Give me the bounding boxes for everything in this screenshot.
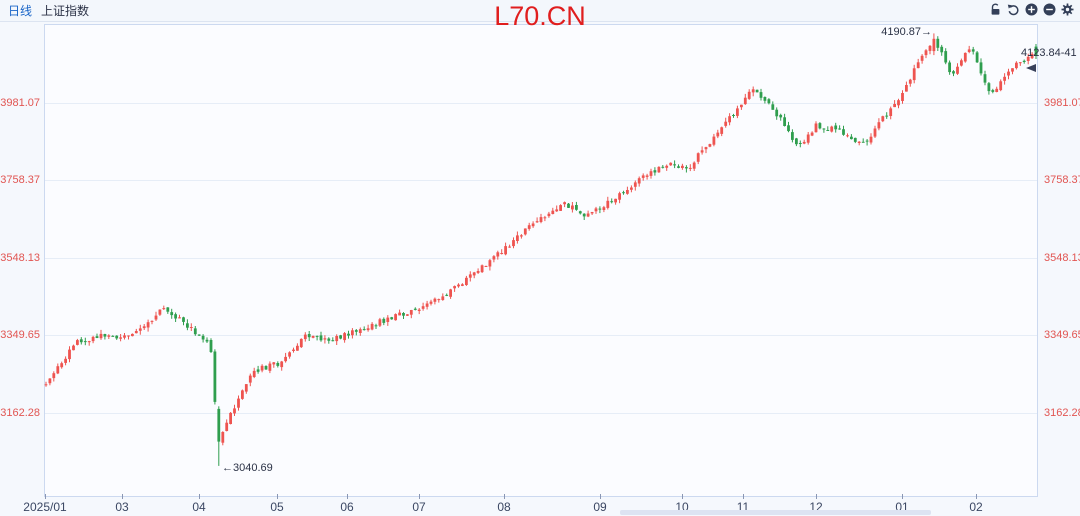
y-axis-label-left: 3981.07 xyxy=(0,97,40,109)
horizontal-scrollbar-thumb[interactable] xyxy=(620,510,931,515)
x-axis-tick xyxy=(902,494,903,499)
x-axis-tick xyxy=(45,494,46,499)
y-axis-label-right: 3981.07 xyxy=(1044,97,1080,109)
x-axis-label: 02 xyxy=(969,500,983,514)
x-axis-label: 05 xyxy=(270,500,284,514)
x-axis-tick xyxy=(347,494,348,499)
x-axis-label: 2025/01 xyxy=(23,500,67,514)
x-axis-tick xyxy=(976,494,977,499)
y-gridline xyxy=(45,180,1037,181)
y-axis-label-right: 3758.37 xyxy=(1044,174,1080,186)
x-axis-tick xyxy=(419,494,420,499)
y-gridline xyxy=(45,335,1037,336)
x-axis-label: 08 xyxy=(497,500,511,514)
x-axis-tick xyxy=(122,494,123,499)
y-axis-label-left: 3548.13 xyxy=(0,252,40,264)
x-axis-label: 06 xyxy=(340,500,354,514)
y-axis-label-right: 3162.28 xyxy=(1044,407,1080,419)
settings-icon[interactable] xyxy=(1061,3,1074,16)
symbol-button[interactable]: 上证指数 xyxy=(41,4,90,18)
y-axis-label-right: 3349.65 xyxy=(1044,329,1080,341)
y-gridline xyxy=(45,258,1037,259)
y-axis-label-right: 3548.13 xyxy=(1044,252,1080,264)
x-axis-tick xyxy=(743,494,744,499)
x-axis-label: 09 xyxy=(593,500,607,514)
x-axis-tick xyxy=(277,494,278,499)
x-axis-tick xyxy=(682,494,683,499)
high-price-annotation: 4190.87→ xyxy=(881,26,932,38)
lock-icon[interactable] xyxy=(989,3,1002,16)
x-axis-tick xyxy=(816,494,817,499)
zoom-in-icon[interactable] xyxy=(1025,3,1038,16)
chart-header: 日线 上证指数 xyxy=(0,0,1080,22)
x-axis-label: 07 xyxy=(412,500,426,514)
chart-toolbar xyxy=(989,3,1074,16)
timeframe-button[interactable]: 日线 xyxy=(8,4,33,18)
low-price-annotation: ←3040.69 xyxy=(222,462,273,474)
zoom-out-icon[interactable] xyxy=(1043,3,1056,16)
y-axis-label-left: 3349.65 xyxy=(0,329,40,341)
last-price-annotation: 4123.84-41 xyxy=(1021,47,1077,59)
x-axis-label: 04 xyxy=(192,500,206,514)
x-axis-tick xyxy=(199,494,200,499)
undo-icon[interactable] xyxy=(1007,3,1020,16)
y-axis-label-left: 3162.28 xyxy=(0,407,40,419)
y-gridline xyxy=(45,413,1037,414)
x-axis-tick xyxy=(600,494,601,499)
chart-plot-area[interactable] xyxy=(44,24,1038,497)
x-axis-tick xyxy=(504,494,505,499)
y-gridline xyxy=(45,103,1037,104)
y-axis-label-left: 3758.37 xyxy=(0,174,40,186)
last-price-arrow-icon xyxy=(1026,64,1036,72)
x-axis-label: 03 xyxy=(115,500,129,514)
